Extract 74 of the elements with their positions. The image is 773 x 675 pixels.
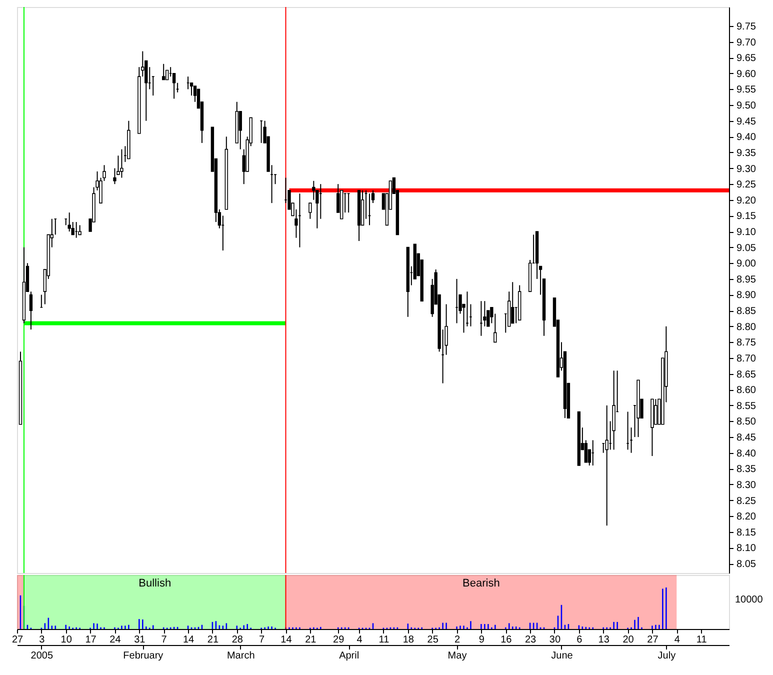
- y-tick-label: 8.25: [736, 496, 756, 507]
- y-tick-label: 9.40: [736, 132, 756, 144]
- x-tick-label: 2: [454, 634, 460, 646]
- y-tick-label: 8.45: [736, 432, 756, 444]
- y-tick-label: 8.20: [736, 512, 756, 523]
- y-tick-label: 9.20: [736, 195, 756, 206]
- y-tick-label: 8.95: [736, 274, 756, 286]
- x-tick-label: 18: [402, 634, 414, 646]
- x-tick-label: 6: [576, 634, 583, 646]
- y-tick-label: 8.35: [736, 464, 756, 476]
- y-tick-label: 9.10: [736, 227, 756, 238]
- x-tick-label: 14: [280, 634, 292, 646]
- x2-tick-label: July: [658, 650, 676, 662]
- x-tick-label: 4: [674, 634, 680, 646]
- x2-tick-label: March: [226, 650, 255, 662]
- x2-tick-label: February: [123, 650, 164, 662]
- x-tick-label: 3: [39, 634, 46, 646]
- text: 10000: [735, 594, 764, 606]
- y-tick-label: 8.50: [736, 416, 756, 428]
- x2-tick-label: 2005: [30, 650, 54, 662]
- x-tick-label: 16: [500, 634, 512, 646]
- y-tick-label: 9.15: [736, 211, 756, 222]
- y-tick-label: 8.30: [736, 480, 756, 491]
- x-tick-label: 31: [134, 634, 146, 646]
- x-tick-label: 13: [598, 634, 610, 646]
- x2-tick-label: May: [448, 650, 467, 662]
- band-label: Bullish: [138, 578, 172, 590]
- x-tick-label: 4: [356, 634, 363, 646]
- y-tick-label: 9.65: [736, 53, 756, 64]
- x-tick-label: 20: [622, 634, 634, 646]
- x-tick-label: 23: [524, 634, 537, 646]
- y-tick-label: 9.30: [736, 164, 756, 175]
- y-tick-label: 9.70: [736, 37, 756, 48]
- y-tick-label: 9.05: [736, 242, 756, 254]
- y-tick-label: 9.75: [736, 21, 756, 32]
- x-tick-label: 11: [696, 634, 708, 646]
- y-tick-label: 8.85: [736, 306, 756, 318]
- x-tick-label: 25: [427, 634, 439, 646]
- y-tick-label: 8.05: [736, 559, 756, 570]
- y-tick-label: 8.70: [736, 353, 756, 364]
- x2-tick-label: April: [339, 650, 360, 662]
- x-tick-label: 30: [549, 634, 561, 646]
- y-tick-label: 9.55: [736, 84, 756, 96]
- x-tick-label: 29: [333, 634, 345, 646]
- x-tick-label: 28: [232, 634, 244, 646]
- y-tick-label: 9.45: [736, 116, 756, 128]
- y-tick-label: 9.50: [736, 100, 756, 112]
- y-tick-label: 9.60: [736, 68, 756, 80]
- x-tick-label: 7: [161, 634, 168, 646]
- x-tick-label: 24: [110, 634, 122, 646]
- x-tick-label: 21: [207, 634, 219, 646]
- y-tick-label: 9.35: [736, 148, 756, 159]
- y-tick-label: 8.55: [736, 400, 756, 412]
- x-tick-label: 21: [305, 634, 317, 646]
- y-tick-label: 8.90: [736, 290, 756, 302]
- x-tick-label: 27: [647, 634, 659, 646]
- x-tick-label: 7: [259, 634, 266, 646]
- y-tick-label: 8.10: [736, 543, 756, 554]
- band-label: Bearish: [462, 578, 500, 590]
- y-tick-label: 8.75: [736, 338, 756, 349]
- x-tick-label: 9: [478, 634, 485, 646]
- y-tick-label: 8.80: [736, 322, 756, 333]
- x-tick-label: 11: [378, 634, 390, 646]
- x-tick-label: 10: [60, 634, 72, 646]
- y-tick-label: 8.65: [736, 369, 756, 380]
- x-tick-label: 14: [182, 634, 195, 646]
- y-tick-label: 8.60: [736, 385, 756, 396]
- y-tick-label: 8.40: [736, 448, 756, 460]
- x-tick-label: 17: [85, 634, 97, 646]
- x2-tick-label: June: [551, 650, 574, 662]
- y-tick-label: 9.25: [736, 180, 756, 191]
- x-tick-label: 27: [12, 634, 24, 646]
- y-tick-label: 8.15: [736, 527, 756, 538]
- y-tick-label: 9.00: [736, 258, 756, 270]
